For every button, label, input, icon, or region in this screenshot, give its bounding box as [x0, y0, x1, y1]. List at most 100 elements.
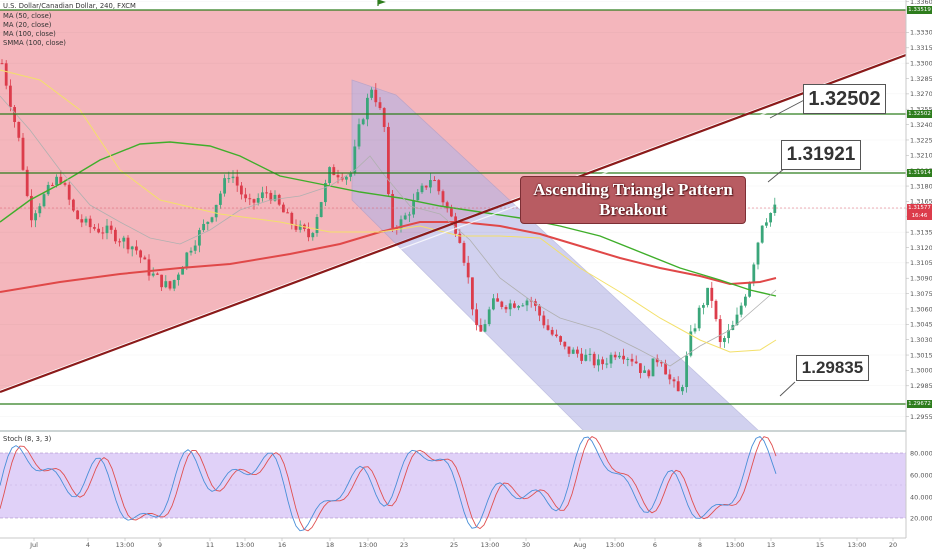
annotation-line-1: Ascending Triangle Pattern — [533, 180, 733, 199]
candle-body-131 — [550, 329, 554, 335]
candle-body-63 — [265, 192, 268, 194]
callout-1.32502[interactable]: 1.32502 — [803, 84, 886, 114]
candle-body-36 — [151, 273, 155, 276]
candle-body-100 — [420, 185, 424, 193]
time-axis-label-9: 23 — [400, 541, 408, 549]
candle-body-160 — [672, 379, 676, 382]
candle-body-177 — [744, 296, 747, 306]
candle-body-122 — [513, 303, 516, 308]
candle-body-51 — [214, 204, 218, 218]
price-axis-label-23: 1.30600 — [910, 305, 932, 313]
candle-body-61 — [256, 198, 260, 203]
candle-body-37 — [156, 273, 159, 275]
candle-body-62 — [261, 192, 264, 199]
candle-body-48 — [202, 223, 205, 231]
countdown-tag: 16:46 — [907, 212, 932, 220]
time-axis-label-15: 6 — [653, 541, 657, 549]
candle-body-159 — [668, 374, 672, 380]
candle-body-161 — [676, 381, 680, 392]
flag-icon — [377, 0, 386, 6]
candle-body-133 — [559, 336, 562, 342]
stoch-label[interactable]: Stoch (8, 3, 3) — [3, 435, 52, 443]
candle-body-59 — [248, 198, 252, 200]
stoch-d-line — [0, 436, 777, 532]
candle-body-25 — [105, 225, 109, 234]
candle-body-104 — [437, 180, 441, 192]
candle-body-113 — [475, 309, 478, 325]
time-axis-label-14: 13:00 — [606, 541, 625, 549]
candle-body-105 — [441, 191, 445, 203]
candle-body-76 — [319, 202, 323, 218]
candle-body-60 — [252, 199, 256, 203]
indicator-ma50[interactable]: MA (50, close) — [3, 12, 52, 20]
candle-body-115 — [483, 324, 487, 332]
time-axis-label-18: 13 — [767, 541, 775, 549]
price-gridlines — [0, 1, 906, 417]
candle-body-34 — [143, 257, 147, 260]
candle-body-135 — [567, 346, 571, 354]
time-axis-label-3: 9 — [158, 541, 162, 549]
indicator-ma20[interactable]: MA (20, close) — [3, 21, 52, 29]
price-tag-top: 1.33519 — [907, 6, 932, 14]
candle-body-71 — [298, 224, 302, 230]
ascending-triangle-annotation[interactable]: Ascending Triangle Pattern Breakout — [520, 176, 746, 224]
price-axis-label-22: 1.30750 — [910, 290, 932, 298]
candle-body-45 — [189, 250, 193, 253]
candle-body-35 — [147, 259, 151, 276]
indicator-smma100[interactable]: SMMA (100, close) — [3, 39, 66, 47]
indicator-ma100[interactable]: MA (100, close) — [3, 30, 56, 38]
candle-body-67 — [282, 204, 285, 213]
candle-body-183 — [769, 212, 772, 223]
candle-body-142 — [597, 359, 600, 366]
candle-body-123 — [517, 306, 520, 308]
candle-body-18 — [76, 210, 79, 220]
candle-body-106 — [445, 202, 449, 209]
candle-body-88 — [370, 89, 373, 98]
candle-body-9 — [38, 206, 42, 214]
candle-body-124 — [521, 305, 525, 307]
time-axis-label-11: 13:00 — [481, 541, 500, 549]
candle-body-15 — [63, 183, 67, 185]
candle-body-130 — [546, 325, 550, 330]
candle-body-47 — [198, 230, 201, 246]
time-axis[interactable]: Jul 4 13:00 9 11 13:00 16 18 13:00 23 25 13:00 30 Aug… — [29, 538, 897, 549]
ascending-trendline[interactable] — [0, 53, 906, 394]
candle-body-92 — [387, 126, 390, 195]
candle-body-64 — [269, 192, 273, 201]
time-axis-label-19: 15 — [816, 541, 824, 549]
candle-body-33 — [139, 250, 142, 258]
candle-body-84 — [353, 146, 357, 173]
candle-body-101 — [424, 185, 428, 188]
callout-pointer-middle — [767, 167, 786, 183]
candle-body-117 — [492, 298, 495, 310]
time-axis-label-7: 18 — [326, 541, 334, 549]
symbol-title: U.S. Dollar/Canadian Dollar, 240, FXCM — [3, 2, 136, 10]
candle-body-80 — [336, 175, 340, 178]
candle-body-99 — [416, 192, 420, 201]
candle-body-163 — [685, 355, 688, 388]
candle-body-182 — [765, 222, 768, 226]
candle-body-41 — [172, 280, 176, 289]
candle-body-141 — [592, 353, 596, 366]
candle-body-86 — [361, 119, 365, 125]
price-axis-label-9: 1.32400 — [910, 121, 932, 129]
candle-body-29 — [122, 237, 126, 242]
candle-body-14 — [59, 176, 63, 184]
candle-body-162 — [681, 387, 684, 392]
time-axis-label-10: 25 — [450, 541, 458, 549]
candle-body-144 — [605, 363, 609, 365]
stoch-axis-label-1: 60.0000 — [910, 471, 932, 479]
candle-body-181 — [760, 225, 764, 243]
candle-body-108 — [454, 216, 457, 234]
stoch-axis[interactable]: 80.0000 60.0000 40.0000 20.0000 — [910, 449, 932, 522]
candle-body-107 — [450, 208, 453, 217]
callout-1.29835[interactable]: 1.29835 — [796, 355, 869, 381]
callout-1.31921[interactable]: 1.31921 — [781, 140, 861, 170]
price-axis-label-19: 1.31200 — [910, 244, 932, 252]
time-axis-label-13: Aug — [574, 541, 587, 549]
candle-body-7 — [30, 195, 33, 221]
candle-body-143 — [601, 359, 604, 365]
stoch-k-line — [0, 435, 777, 532]
candle-body-89 — [374, 89, 378, 103]
